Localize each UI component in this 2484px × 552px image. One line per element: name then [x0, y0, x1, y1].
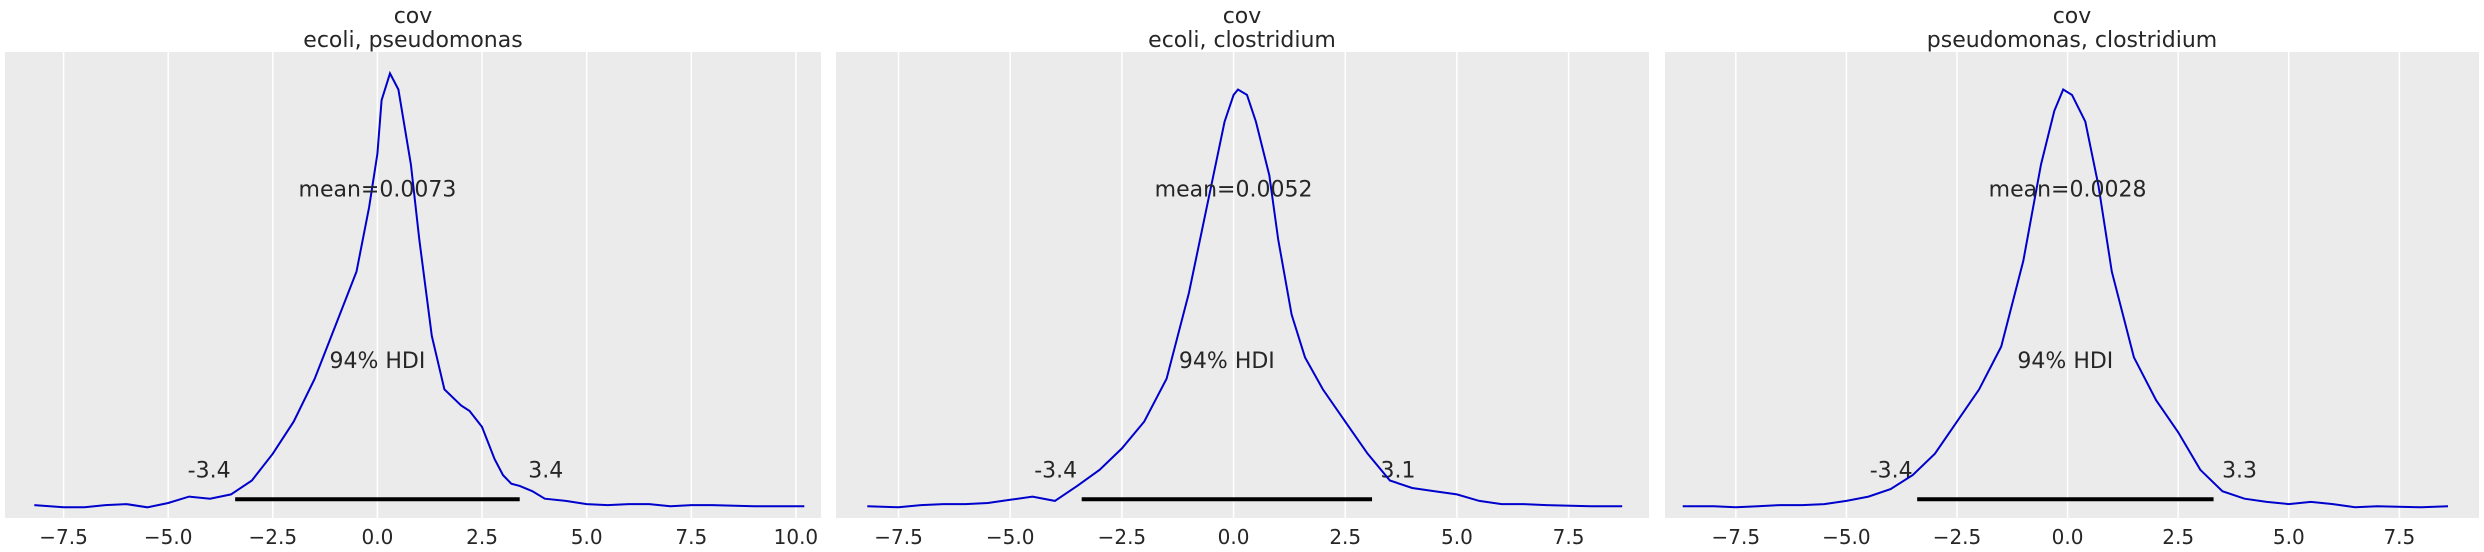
x-tick-label: −5.0 — [1822, 525, 1871, 549]
plot-area — [836, 52, 1649, 518]
mean-label: mean=0.0052 — [1155, 178, 1313, 203]
x-tick-label: 5.0 — [2273, 525, 2305, 549]
plot-area — [5, 52, 821, 518]
kde-line — [867, 88, 1623, 509]
hdi-group: -3.4 3.3 94% HDI — [1870, 349, 2257, 502]
x-tick-label: 0.0 — [1218, 525, 1250, 549]
x-tick-label: −7.5 — [1711, 525, 1760, 549]
x-tick-label: 7.5 — [1553, 525, 1585, 549]
chart-title: cov — [394, 4, 433, 29]
x-axis-ticks: −7.5 −5.0 −2.5 0.0 2.5 5.0 7.5 — [874, 525, 1584, 549]
subplot-ecoli-clostridium: -3.4 3.1 94% HDI mean=0.0052 −7.5 −5.0 −2.… — [836, 52, 1649, 549]
x-axis-ticks: −7.5 −5.0 −2.5 0.0 2.5 5.0 7.5 — [1711, 525, 2415, 549]
hdi-high-label: 3.3 — [2222, 458, 2257, 483]
hdi-high-label: 3.4 — [528, 458, 563, 483]
x-tick-label: 5.0 — [571, 525, 603, 549]
x-tick-label: −7.5 — [874, 525, 923, 549]
hdi-label: 94% HDI — [2017, 349, 2113, 374]
x-tick-label: −2.5 — [1933, 525, 1982, 549]
x-tick-label: −2.5 — [1098, 525, 1147, 549]
x-tick-label: −5.0 — [986, 525, 1035, 549]
x-tick-label: −2.5 — [249, 525, 298, 549]
x-tick-label: 2.5 — [2162, 525, 2194, 549]
hdi-group: -3.4 3.1 94% HDI — [1034, 349, 1416, 502]
x-tick-label: 0.0 — [2052, 525, 2084, 549]
x-tick-label: 2.5 — [466, 525, 498, 549]
mean-label: mean=0.0073 — [299, 178, 457, 203]
x-tick-label: 7.5 — [675, 525, 707, 549]
title-group: cov pseudomonas, clostridium — [1927, 4, 2217, 53]
chart-title: cov — [2053, 4, 2092, 29]
hdi-high-label: 3.1 — [1381, 458, 1416, 483]
chart-subtitle: ecoli, clostridium — [1148, 28, 1336, 53]
title-group: cov ecoli, clostridium — [1148, 4, 1336, 53]
grid — [62, 52, 797, 518]
plot-area — [1665, 52, 2479, 518]
hdi-low-label: -3.4 — [188, 458, 231, 483]
subplot-pseudomonas-clostridium: -3.4 3.3 94% HDI mean=0.0028 −7.5 −5.0 −2.… — [1665, 52, 2479, 549]
x-tick-label: 5.0 — [1441, 525, 1473, 549]
chart-subtitle: pseudomonas, clostridium — [1927, 28, 2217, 53]
x-tick-label: 10.0 — [774, 525, 819, 549]
grid — [1735, 52, 2401, 518]
subplot-ecoli-pseudomonas: -3.4 3.4 94% HDI mean=0.0073 −7.5 −5.0 −2.… — [5, 52, 821, 549]
hdi-label: 94% HDI — [329, 349, 425, 374]
grid — [897, 52, 1570, 518]
kde-line — [1682, 88, 2449, 509]
hdi-low-label: -3.4 — [1034, 458, 1077, 483]
x-tick-label: −5.0 — [144, 525, 193, 549]
chart-title: cov — [1223, 4, 1262, 29]
x-tick-label: 7.5 — [2383, 525, 2415, 549]
x-tick-label: −7.5 — [39, 525, 88, 549]
hdi-group: -3.4 3.4 94% HDI — [188, 349, 563, 502]
kde-line — [34, 70, 805, 509]
x-axis-ticks: −7.5 −5.0 −2.5 0.0 2.5 5.0 7.5 10.0 — [39, 525, 818, 549]
x-tick-label: 2.5 — [1329, 525, 1361, 549]
hdi-label: 94% HDI — [1179, 349, 1275, 374]
title-group: cov ecoli, pseudomonas — [303, 4, 522, 53]
x-tick-label: 0.0 — [362, 525, 394, 549]
chart-subtitle: ecoli, pseudomonas — [303, 28, 522, 53]
mean-label: mean=0.0028 — [1989, 178, 2147, 203]
